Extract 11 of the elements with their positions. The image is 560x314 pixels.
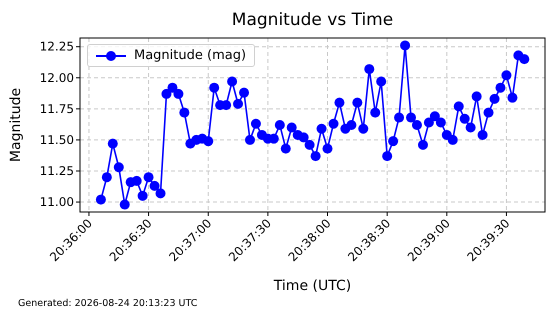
legend-label: Magnitude (mag) xyxy=(134,48,246,63)
y-tick-label: 12.00 xyxy=(40,70,74,85)
y-tick-label: 11.25 xyxy=(40,164,74,178)
y-tick-label: 11.00 xyxy=(40,195,74,210)
chart-title: Magnitude vs Time xyxy=(232,10,394,30)
y-tick-label: 12.25 xyxy=(40,40,74,54)
text: Generated: 2026-08-24 20:13:23 UTC xyxy=(18,298,198,309)
y-axis-title: Magnitude xyxy=(8,88,24,162)
x-axis-title: Time (UTC) xyxy=(274,278,352,294)
y-tick-label: 11.50 xyxy=(40,132,74,147)
y-tick-label: 11.75 xyxy=(40,102,74,116)
